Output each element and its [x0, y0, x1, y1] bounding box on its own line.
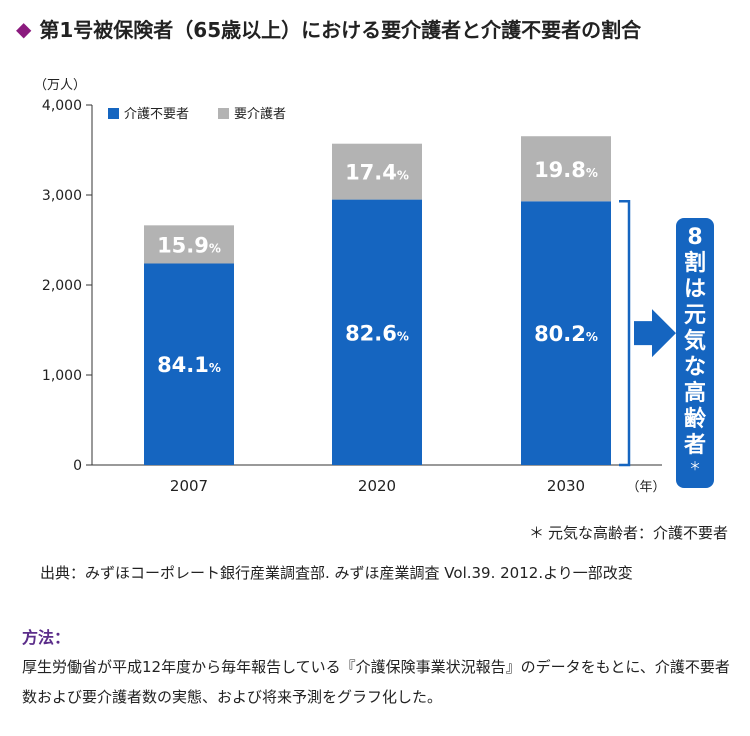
legend-swatch-not-needed	[108, 108, 119, 119]
x-tick-label-2030: 2030	[547, 477, 585, 495]
callout-char: な	[684, 355, 706, 380]
source-citation: 出典：みずほコーポレート銀行産業調査部. みずほ産業調査 Vol.39. 201…	[40, 564, 633, 582]
data-label-needed-2020: 17.4%	[345, 161, 409, 185]
callout-char: 齢	[684, 406, 707, 432]
y-tick-label: 2,000	[42, 278, 82, 294]
legend-label-not-needed: 介護不要者	[124, 106, 189, 122]
bar-not-needed-2030	[521, 201, 611, 466]
data-label-not-needed-2007: 84.1%	[157, 353, 221, 377]
y-tick-label: 4,000	[42, 98, 82, 114]
x-unit-label: （年）	[626, 480, 665, 495]
chart-title: 第1号被保険者（65歳以上）における要介護者と介護不要者の割合	[39, 18, 642, 42]
callout-char: 8	[687, 225, 702, 250]
callout-char: 割	[684, 250, 706, 276]
y-tick-label: 1,000	[42, 368, 82, 384]
stacked-bar-chart: 0 1,000 2,000 3,000 4,000 （万人） （年） 介護不要者 要介護者 84.…	[34, 78, 714, 495]
x-tick-label-2007: 2007	[170, 477, 208, 495]
legend-label-needed: 要介護者	[234, 106, 286, 122]
callout-char: 元	[684, 303, 706, 328]
footnote: ＊元気な高齢者：介護不要者	[525, 522, 728, 543]
bar-needed-2030	[521, 136, 611, 202]
callout-badge	[676, 218, 714, 488]
callout-char: 高	[684, 380, 706, 406]
x-tick-label-2020: 2020	[358, 477, 396, 495]
callout-char: 者	[683, 433, 706, 458]
y-tick-label: 0	[73, 458, 82, 474]
bar-needed-2007	[144, 225, 234, 264]
method-heading: 方法：	[22, 628, 71, 647]
bracket	[619, 200, 631, 467]
callout-char: 気	[684, 328, 706, 354]
footnote-text: 元気な高齢者：介護不要者	[547, 524, 728, 542]
bar-not-needed-2020	[332, 199, 422, 465]
callout-char: は	[684, 277, 706, 302]
legend-swatch-needed	[218, 108, 229, 119]
bar-needed-2020	[332, 143, 422, 200]
y-unit-label: （万人）	[34, 78, 86, 93]
callout-mark: ＊	[689, 459, 701, 473]
arrow-right-icon	[634, 309, 676, 358]
y-tick-label: 3,000	[42, 188, 82, 204]
method-text: 厚生労働省が平成12年度から毎年報告している『介護保険事業状況報告』のデータをも…	[22, 658, 730, 706]
footnote-mark: ＊	[528, 524, 544, 542]
bar-not-needed-2007	[144, 263, 234, 465]
title-row: ◆ 第1号被保険者（65歳以上）における要介護者と介護不要者の割合	[16, 14, 641, 43]
diamond-bullet-icon: ◆	[16, 16, 32, 41]
